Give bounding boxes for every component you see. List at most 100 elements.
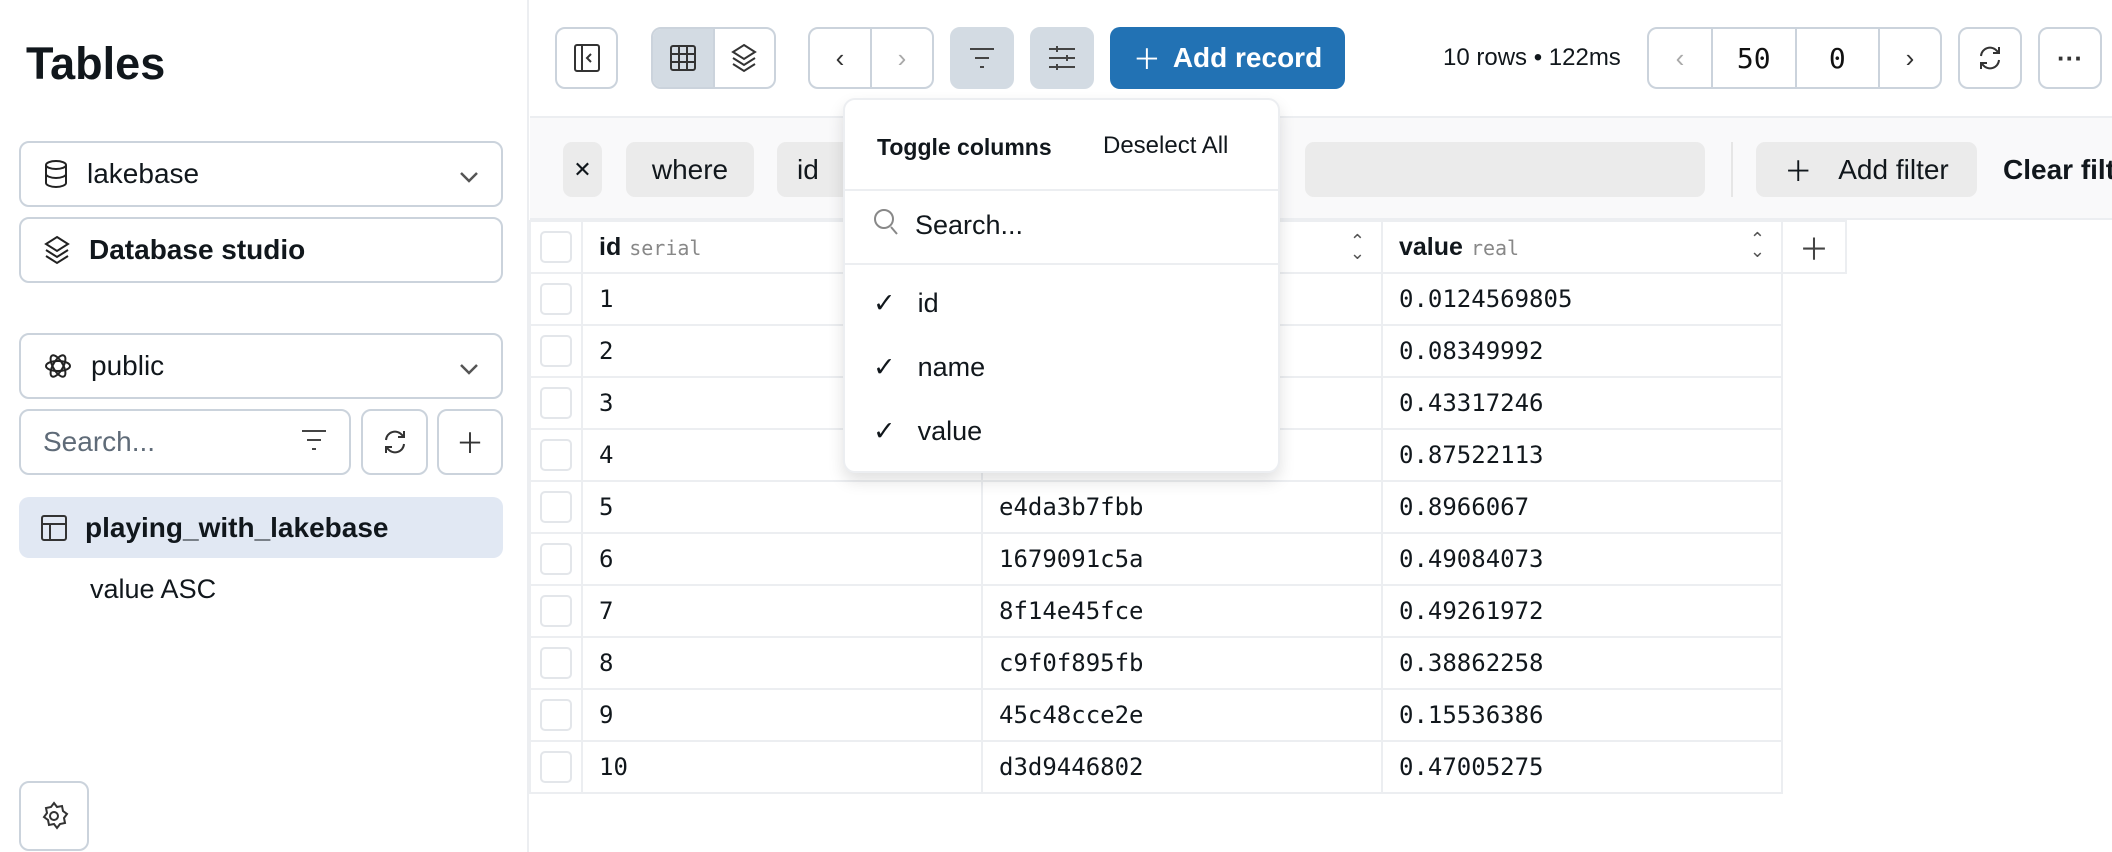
table-row[interactable]: 8 c9f0f895fb 0.38862258 — [529, 636, 1846, 690]
clear-filters-button[interactable]: Clear filt — [2003, 154, 2112, 185]
column-search-input[interactable]: Search... — [873, 208, 1023, 243]
refresh-button[interactable] — [1958, 27, 2022, 89]
remove-filter-button[interactable]: ✕ — [563, 142, 602, 197]
row-checkbox[interactable] — [529, 324, 583, 378]
table-row[interactable]: 6 1679091c5a 0.49084073 — [529, 532, 1846, 586]
schema-select[interactable]: public — [19, 333, 503, 399]
cell-value[interactable]: 0.49084073 — [1381, 532, 1783, 586]
cell-name[interactable]: e4da3b7fbb — [981, 480, 1383, 534]
toggle-sidebar-button[interactable] — [555, 27, 618, 89]
sort-icon: ⌃ ⌄ — [1349, 231, 1365, 263]
cell-name[interactable]: c9f0f895fb — [981, 636, 1383, 690]
row-checkbox[interactable] — [529, 272, 583, 326]
divider — [1731, 142, 1733, 197]
toggle-columns-dropdown: Toggle columns Deselect All Search... ✓ i… — [843, 98, 1280, 473]
table-row[interactable]: 10 d3d9446802 0.47005275 — [529, 740, 1846, 794]
filter-value-input[interactable] — [1305, 142, 1705, 197]
table-item-playing-with-lakebase[interactable]: playing_with_lakebase — [19, 497, 503, 558]
pagination[interactable]: ‹ 50 0 › — [1647, 27, 1942, 89]
table-sort-item[interactable]: value ASC — [90, 574, 217, 604]
columns-button[interactable] — [1030, 27, 1094, 89]
gear-icon — [39, 801, 69, 831]
layers-view-button[interactable] — [712, 29, 775, 87]
search-icon — [873, 208, 899, 243]
row-checkbox[interactable] — [529, 584, 583, 638]
row-checkbox[interactable] — [529, 636, 583, 690]
database-icon — [43, 159, 69, 189]
offset-input[interactable]: 0 — [1794, 29, 1879, 87]
cell-id[interactable]: 5 — [581, 480, 983, 534]
filter-icon[interactable] — [301, 426, 327, 458]
cell-id[interactable]: 6 — [581, 532, 983, 586]
limit-input[interactable]: 50 — [1711, 29, 1795, 87]
layers-icon — [43, 235, 71, 265]
cell-value[interactable]: 0.8966067 — [1381, 480, 1783, 534]
more-button[interactable]: ··· — [2038, 27, 2102, 89]
more-icon: ··· — [2057, 42, 2083, 73]
cell-id[interactable]: 8 — [581, 636, 983, 690]
add-record-button[interactable]: ＋ Add record — [1110, 27, 1345, 89]
deselect-all-button[interactable]: Deselect All — [1103, 132, 1229, 159]
table-row[interactable]: 7 8f14e45fce 0.49261972 — [529, 584, 1846, 638]
grid-view-button[interactable] — [653, 29, 713, 87]
check-icon: ✓ — [873, 352, 896, 382]
forward-button[interactable]: › — [870, 29, 932, 87]
cell-name[interactable]: 45c48cce2e — [981, 688, 1383, 742]
cell-name[interactable]: d3d9446802 — [981, 740, 1383, 794]
chevron-down-icon — [459, 158, 479, 190]
add-filter-button[interactable]: ＋ Add filter — [1756, 142, 1977, 197]
column-toggle-value[interactable]: ✓ value — [873, 416, 983, 446]
cell-name[interactable]: 1679091c5a — [981, 532, 1383, 586]
back-button[interactable]: ‹ — [810, 29, 870, 87]
cell-name[interactable]: 8f14e45fce — [981, 584, 1383, 638]
cell-value[interactable]: 0.43317246 — [1381, 376, 1783, 430]
settings-button[interactable] — [19, 781, 89, 851]
filter-bar: ✕ where id ＋ Add filter Clear filt — [530, 116, 2112, 220]
history-nav[interactable]: ‹ › — [808, 27, 934, 89]
cell-id[interactable]: 7 — [581, 584, 983, 638]
column-toggle-name[interactable]: ✓ name — [873, 352, 986, 382]
database-studio-button[interactable]: Database studio — [19, 217, 503, 283]
select-all-checkbox[interactable] — [529, 220, 583, 274]
plus-icon: ＋ — [1132, 44, 1161, 75]
cell-value[interactable]: 0.38862258 — [1381, 636, 1783, 690]
chevron-left-icon: ‹ — [835, 42, 845, 73]
cell-id[interactable]: 9 — [581, 688, 983, 742]
add-column-button[interactable]: ＋ — [1781, 220, 1847, 274]
sliders-icon — [1032, 29, 1092, 87]
row-checkbox[interactable] — [529, 480, 583, 534]
row-checkbox[interactable] — [529, 428, 583, 482]
column-toggle-id[interactable]: ✓ id — [873, 288, 939, 318]
row-checkbox[interactable] — [529, 532, 583, 586]
schema-name: public — [91, 350, 165, 381]
add-table-button[interactable]: ＋ — [437, 409, 503, 475]
chevron-down-icon — [459, 350, 479, 382]
database-select[interactable]: lakebase — [19, 141, 503, 207]
cell-value[interactable]: 0.0124569805 — [1381, 272, 1783, 326]
refresh-icon — [1960, 29, 2020, 87]
close-icon: ✕ — [573, 156, 592, 182]
sort-icon: ⌃ ⌄ — [1749, 228, 1765, 261]
add-record-label: Add record — [1172, 42, 1323, 73]
cell-value[interactable]: 0.15536386 — [1381, 688, 1783, 742]
cell-value[interactable]: 0.87522113 — [1381, 428, 1783, 482]
table-row[interactable]: 9 45c48cce2e 0.15536386 — [529, 688, 1846, 742]
prev-page-button[interactable]: ‹ — [1649, 29, 1711, 87]
table-search-input[interactable]: Search... — [19, 409, 351, 475]
next-page-button[interactable]: › — [1878, 29, 1940, 87]
table-row[interactable]: 5 e4da3b7fbb 0.8966067 — [529, 480, 1846, 534]
cell-value[interactable]: 0.47005275 — [1381, 740, 1783, 794]
column-header-value[interactable]: value real ⌃ ⌄ — [1381, 220, 1783, 274]
search-placeholder: Search... — [915, 210, 1024, 240]
row-checkbox[interactable] — [529, 376, 583, 430]
cell-value[interactable]: 0.49261972 — [1381, 584, 1783, 638]
view-toggle[interactable] — [651, 27, 776, 89]
cell-value[interactable]: 0.08349992 — [1381, 324, 1783, 378]
cell-id[interactable]: 10 — [581, 740, 983, 794]
row-checkbox[interactable] — [529, 740, 583, 794]
row-checkbox[interactable] — [529, 688, 583, 742]
refresh-tables-button[interactable] — [361, 409, 428, 475]
database-studio-label: Database studio — [89, 234, 306, 265]
filter-button[interactable] — [950, 27, 1014, 89]
filter-icon — [952, 29, 1012, 87]
